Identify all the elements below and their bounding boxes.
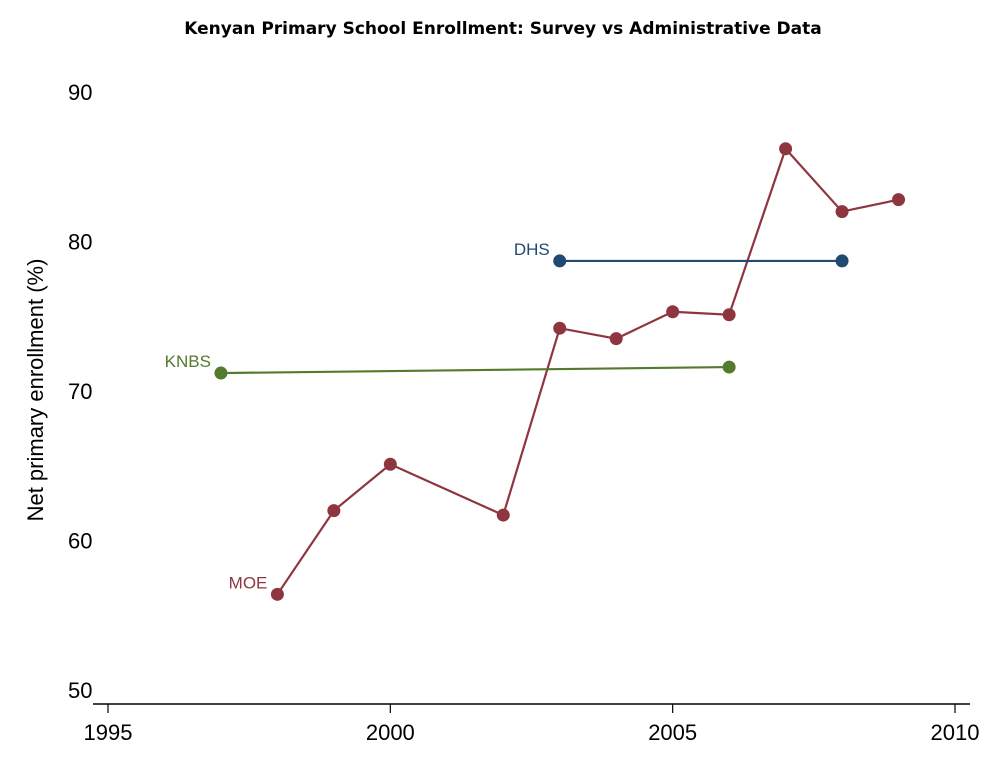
data-point-moe [383, 457, 397, 471]
series-knbs: KNBS [165, 352, 736, 380]
data-point-moe [609, 332, 623, 346]
series-label-knbs: KNBS [165, 352, 211, 371]
data-point-moe [835, 205, 849, 219]
x-tick-label: 2000 [366, 720, 415, 745]
y-tick-label: 60 [68, 529, 92, 554]
x-tick-label: 1995 [84, 720, 133, 745]
y-tick-label: 90 [68, 80, 92, 105]
x-axis-ticks: 1995 2000 2005 2010 [84, 704, 980, 745]
y-tick-label: 50 [68, 678, 92, 703]
data-point-moe [327, 504, 341, 518]
data-point-moe [496, 508, 510, 522]
y-tick-label: 70 [68, 379, 92, 404]
series-label-dhs: DHS [514, 240, 550, 259]
data-point-dhs [553, 254, 567, 268]
data-point-knbs [722, 360, 736, 374]
y-tick-labels: 50 60 70 80 90 [68, 80, 92, 703]
x-tick-label: 2005 [648, 720, 697, 745]
x-tick-label: 2010 [931, 720, 980, 745]
series-dhs: DHS [514, 240, 849, 268]
data-point-moe [892, 193, 906, 207]
data-point-dhs [835, 254, 849, 268]
data-point-moe [553, 321, 567, 335]
y-tick-label: 80 [68, 230, 92, 255]
data-point-moe [270, 587, 284, 601]
data-point-moe [779, 142, 793, 156]
series-group: MOE DHS KNBS [165, 142, 906, 601]
series-line-knbs [220, 365, 730, 375]
data-point-moe [722, 308, 736, 322]
series-moe: MOE [229, 142, 906, 601]
chart-title: Kenyan Primary School Enrollment: Survey… [184, 19, 822, 39]
data-point-moe [666, 305, 680, 319]
data-point-knbs [214, 366, 228, 380]
y-axis-label: Net primary enrollment (%) [23, 259, 48, 522]
series-label-moe: MOE [229, 573, 268, 592]
